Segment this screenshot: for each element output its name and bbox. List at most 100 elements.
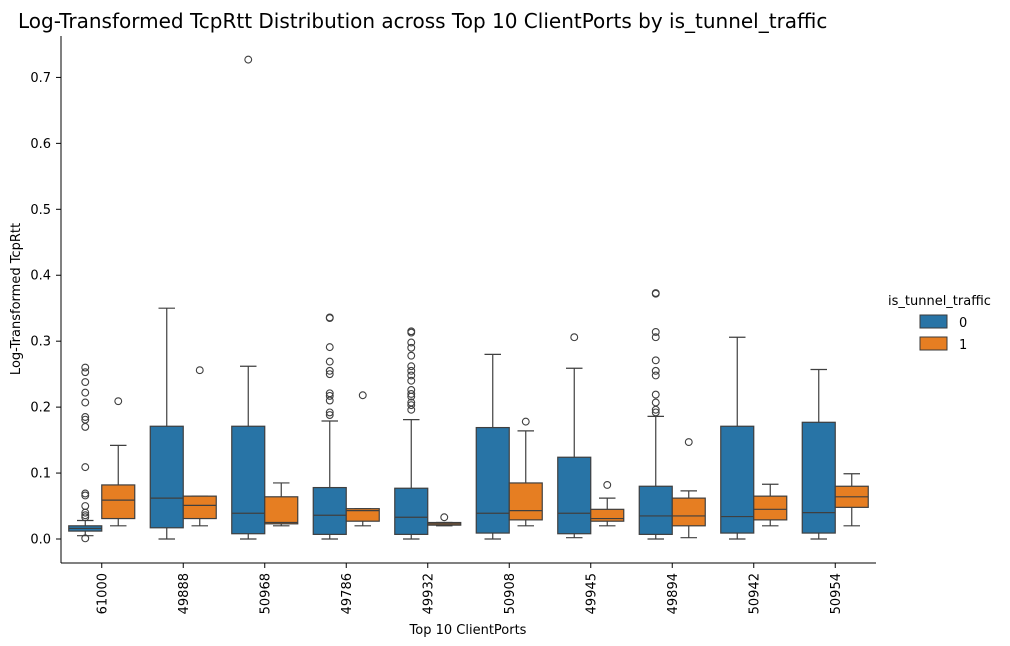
box-49888-1 [182, 366, 217, 527]
legend-label-1: 1 [959, 338, 967, 353]
outlier-point [325, 357, 334, 366]
legend-swatch-0 [919, 314, 948, 329]
box [508, 482, 543, 521]
outlier-point [358, 391, 367, 400]
box [101, 484, 136, 520]
box [182, 495, 217, 520]
box-50908-0 [475, 353, 510, 540]
outlier-point [521, 417, 530, 426]
legend: is_tunnel_traffic 0 1 [888, 294, 991, 353]
box-50908-1 [508, 417, 543, 527]
box [720, 425, 755, 534]
x-tick-label: 50942 [747, 573, 762, 614]
outlier-point [81, 368, 90, 377]
outlier-point [651, 398, 660, 407]
outlier-point [651, 366, 660, 375]
outlier-point [440, 513, 449, 522]
chart-title: Log-Transformed TcpRtt Distribution acro… [18, 9, 827, 33]
x-tick-label: 49945 [584, 573, 599, 614]
y-tick-label: 0.5 [30, 203, 51, 218]
box-49932-0 [394, 327, 429, 540]
outlier-point [325, 408, 334, 417]
outlier-point [407, 343, 416, 352]
box-50954-0 [801, 368, 836, 540]
x-tick-label: 50908 [503, 573, 518, 614]
outlier-point [651, 371, 660, 380]
y-tick-label: 0.3 [30, 335, 51, 350]
outlier-point [570, 333, 579, 342]
outlier-point [244, 55, 253, 64]
y-tick-label: 0.1 [30, 467, 51, 482]
x-axis-label: Top 10 ClientPorts [409, 623, 527, 638]
outlier-point [407, 389, 416, 398]
y-axis: 0.0 0.1 0.2 0.3 0.4 0.5 0.6 0.7 [30, 36, 62, 563]
outlier-point [407, 338, 416, 347]
box-50954-1 [834, 473, 869, 527]
outlier-point [407, 362, 416, 371]
outlier-point [407, 376, 416, 385]
box [753, 495, 788, 521]
legend-title: is_tunnel_traffic [888, 294, 991, 309]
box [590, 508, 625, 522]
outlier-point [81, 513, 90, 522]
x-tick-label: 50968 [258, 573, 273, 614]
outlier-point [651, 289, 660, 298]
outlier-point [81, 388, 90, 397]
outlier-point [651, 390, 660, 399]
outlier-point [81, 378, 90, 387]
box-49932-1 [427, 513, 462, 527]
box [264, 496, 299, 525]
x-tick-label: 61000 [95, 573, 110, 614]
outlier-point [325, 396, 334, 405]
box-49945-1 [590, 480, 625, 527]
y-tick-label: 0.4 [30, 269, 51, 284]
outlier-point [81, 508, 90, 517]
box [312, 486, 347, 535]
box-49894-0 [638, 289, 673, 540]
outlier-point [603, 480, 612, 489]
outlier-point [325, 411, 334, 419]
legend-label-0: 0 [959, 316, 967, 331]
box [671, 497, 706, 527]
outlier-point [81, 534, 90, 543]
outlier-point [81, 422, 90, 431]
outlier-point [325, 366, 334, 375]
box-50942-0 [720, 336, 755, 540]
outlier-point [407, 328, 416, 337]
outlier-point [407, 392, 416, 401]
x-tick-label: 49786 [340, 573, 355, 614]
outlier-point [407, 371, 416, 380]
outlier-point [407, 351, 416, 360]
outlier-point [325, 370, 334, 379]
box [231, 425, 266, 535]
outlier-point [81, 502, 90, 510]
y-tick-label: 0.6 [30, 137, 51, 152]
outlier-point [651, 327, 660, 336]
y-tick-label: 0.2 [30, 401, 51, 416]
outlier-point [81, 363, 90, 372]
box-61000-1 [101, 397, 136, 527]
outlier-point [81, 413, 90, 421]
legend-swatch-1 [919, 336, 948, 351]
box-50968-0 [231, 55, 266, 540]
box-61000-0 [68, 363, 103, 543]
y-tick-label: 0.7 [30, 71, 51, 86]
x-tick-label: 50954 [829, 573, 844, 614]
box-50942-1 [753, 483, 788, 527]
x-tick-label: 49888 [177, 573, 192, 614]
boxplot-area [68, 55, 869, 543]
box-49888-0 [149, 307, 184, 540]
outlier-point [325, 343, 334, 352]
x-axis: 61000 49888 50968 49786 49932 50908 49945 49894… [61, 562, 876, 614]
box-49786-0 [312, 313, 347, 540]
outlier-point [407, 366, 416, 375]
outlier-point [651, 405, 660, 414]
outlier-point [81, 463, 90, 472]
box [394, 487, 429, 535]
x-tick-label: 49932 [421, 573, 436, 614]
box [557, 456, 592, 535]
box [801, 421, 836, 534]
x-tick-label: 49894 [666, 573, 681, 614]
y-tick-label: 0.0 [30, 533, 51, 548]
